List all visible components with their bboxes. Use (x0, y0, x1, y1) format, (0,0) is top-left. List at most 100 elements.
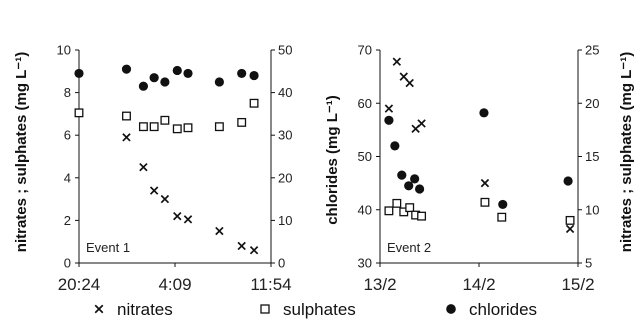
y-right-tick-label: 20 (585, 96, 599, 111)
y-tick-label: 30 (358, 256, 372, 271)
panel2-chlorides-point (563, 176, 573, 186)
y-tick-label: 50 (358, 149, 372, 164)
legend: nitrates sulphates chlorides (94, 300, 537, 319)
panel2-chlorides-point (479, 108, 489, 118)
panel1-marks (74, 64, 259, 255)
panel1-sulphates-point (172, 124, 182, 134)
x-tick-label: 4:09 (158, 275, 191, 294)
panel2-sulphates-point (565, 215, 575, 225)
panel-event-2: chlorides (mg L⁻¹) nitrates ; sulphates … (324, 43, 635, 295)
y-right-tick-label: 10 (585, 202, 599, 217)
panel2-sulphates-point (497, 212, 507, 222)
legend-marker-nitrates (94, 304, 104, 314)
panel1-chlorides-point (121, 64, 132, 74)
panel1-nitrates-point (237, 241, 246, 251)
legend-item-chlorides: chlorides (446, 300, 537, 319)
panel1-chlorides-point (237, 68, 247, 79)
legend-marker-chlorides (446, 304, 456, 314)
y-right-tick-label: 0 (278, 256, 285, 271)
panel1-sulphates-point (214, 122, 224, 132)
panel2-sulphates-point (392, 198, 402, 208)
panel1-sulphates-point (122, 111, 131, 121)
panel2-chlorides-point (390, 141, 400, 151)
panel1-chlorides-point (149, 73, 159, 83)
panel1-chlorides-point (214, 77, 224, 87)
x-tick-label: 11:54 (250, 275, 291, 294)
panel1-nitrates-point (149, 186, 159, 195)
panel1-chlorides-point (74, 68, 84, 79)
panel2-nitrates-point (384, 104, 394, 113)
panel1-sulphates-point (183, 123, 193, 133)
panel2-sulphates-point (417, 211, 427, 221)
panel1-nitrates-point (139, 162, 148, 172)
panel1-x-ticks: 20:24 4:09 11:54 (58, 263, 292, 294)
panel2-nitrates-point (480, 178, 490, 188)
x-tick-label: 20:24 (58, 275, 101, 294)
panel1-chlorides-point (183, 68, 193, 79)
panel1-left-y-ticks: 0 2 4 6 8 10 (57, 43, 79, 271)
y-right-tick-label: 15 (585, 149, 599, 164)
panel1-sulphates-point (149, 122, 159, 132)
panel1-chlorides-point (249, 70, 259, 81)
panel1-sulphates-point (160, 115, 170, 125)
panel1-nitrates-point (122, 133, 131, 142)
legend-label: nitrates (117, 300, 173, 319)
y-right-tick-label: 50 (278, 43, 292, 58)
panel1-sulphates-point (138, 122, 148, 132)
y-tick-label: 0 (64, 256, 71, 271)
panel2-chlorides-point (498, 199, 508, 210)
panel1-nitrates-point (173, 211, 182, 221)
legend-item-nitrates: nitrates (94, 300, 173, 319)
panel2-chlorides-point (397, 170, 407, 180)
panel2-nitrates-point (405, 78, 414, 88)
panel1-nitrates-point (215, 226, 224, 236)
x-tick-label: 15/2 (561, 275, 594, 294)
y-right-tick-label: 5 (585, 256, 592, 271)
panel1-nitrates-point (249, 246, 259, 255)
panel1-chlorides-point (160, 77, 170, 87)
panel2-right-y-label: nitrates ; sulphates (mg L⁻¹) (618, 52, 635, 252)
panel1-chlorides-point (138, 81, 149, 91)
panel1-sulphates-point (74, 108, 84, 118)
panel1-nitrates-point (160, 194, 170, 204)
panel2-x-ticks: 13/2 14/2 15/2 (363, 263, 595, 294)
y-tick-label: 70 (358, 43, 372, 58)
y-right-tick-label: 30 (278, 128, 292, 143)
y-right-tick-label: 20 (278, 170, 292, 185)
panel-event-1: nitrates ; sulphates (mg L⁻¹) 0 2 4 6 8 10 0 1… (13, 43, 292, 295)
panel1-sulphates-point (249, 98, 259, 108)
legend-label: sulphates (283, 300, 356, 319)
y-right-tick-label: 40 (278, 85, 292, 100)
legend-item-sulphates: sulphates (260, 300, 356, 319)
y-tick-label: 4 (64, 170, 71, 185)
panel1-chlorides-point (172, 65, 182, 76)
panel2-sulphates-point (405, 203, 415, 213)
panel2-nitrates-point (417, 119, 426, 128)
panel2-nitrates-point (392, 57, 402, 66)
x-tick-label: 13/2 (363, 275, 396, 294)
y-tick-label: 60 (358, 96, 372, 111)
panel2-marks (384, 57, 575, 234)
panel2-left-y-ticks: 30 40 50 60 70 (358, 43, 380, 271)
panel2-right-y-ticks: 5 10 15 20 25 (578, 43, 599, 271)
panel2-chlorides-point (410, 174, 420, 184)
panel2-event-label: Event 2 (387, 240, 431, 255)
y-tick-label: 2 (64, 213, 71, 228)
panel1-nitrates-point (183, 215, 193, 224)
panel1-left-y-label: nitrates ; sulphates (mg L⁻¹) (13, 52, 30, 252)
panel1-sulphates-point (237, 117, 247, 127)
y-tick-label: 10 (57, 43, 71, 58)
panel2-sulphates-point (480, 197, 490, 207)
y-tick-label: 40 (358, 202, 372, 217)
legend-marker-sulphates (260, 304, 270, 314)
panel2-chlorides-point (384, 115, 394, 125)
panel2-nitrates-point (399, 72, 408, 81)
panel2-nitrates-point (565, 224, 575, 234)
panel2-sulphates-point (384, 206, 394, 216)
panel2-chlorides-point (404, 181, 414, 191)
panel1-event-label: Event 1 (86, 240, 130, 255)
y-right-tick-label: 10 (278, 213, 292, 228)
y-tick-label: 8 (64, 85, 71, 100)
panel2-chlorides-point (415, 184, 425, 194)
